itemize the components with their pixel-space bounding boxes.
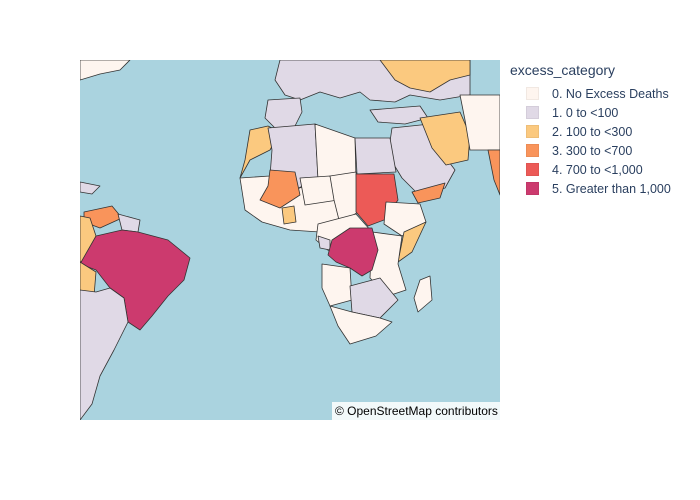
region-turkey[interactable] bbox=[369, 105, 429, 125]
legend-item[interactable]: 1. 0 to <100 bbox=[510, 103, 671, 122]
region-iberia[interactable] bbox=[264, 97, 303, 129]
legend-item[interactable]: 0. No Excess Deaths bbox=[510, 84, 671, 103]
region-caribbean[interactable] bbox=[80, 181, 101, 195]
region-yemen[interactable] bbox=[411, 182, 446, 204]
region-central-asia[interactable] bbox=[459, 94, 500, 151]
legend-items: 0. No Excess Deaths 1. 0 to <100 2. 100 to… bbox=[510, 84, 671, 198]
legend-swatch bbox=[526, 144, 539, 157]
legend-swatch bbox=[526, 125, 539, 138]
region-zambia-mozambique[interactable] bbox=[349, 277, 399, 319]
legend-item[interactable]: 4. 700 to <1,000 bbox=[510, 160, 671, 179]
legend-item-label: 2. 100 to <300 bbox=[552, 124, 633, 139]
map-attribution[interactable]: © OpenStreetMap contributors bbox=[332, 402, 502, 420]
region-egypt[interactable] bbox=[354, 137, 397, 175]
legend-item-label: 0. No Excess Deaths bbox=[552, 86, 669, 101]
legend-swatch bbox=[526, 163, 539, 176]
legend-item-label: 3. 300 to <700 bbox=[552, 143, 633, 158]
region-drc[interactable] bbox=[327, 227, 379, 277]
region-brazil[interactable] bbox=[80, 229, 191, 331]
region-southern-cone[interactable] bbox=[80, 287, 129, 420]
legend-swatch bbox=[526, 87, 539, 100]
region-north-atlantic-land[interactable] bbox=[80, 60, 131, 81]
region-india[interactable] bbox=[487, 149, 500, 196]
legend-item-label: 1. 0 to <100 bbox=[552, 105, 619, 120]
legend-item-label: 4. 700 to <1,000 bbox=[552, 162, 643, 177]
region-burkina[interactable] bbox=[281, 205, 297, 225]
region-madagascar[interactable] bbox=[413, 275, 433, 313]
map-legend: excess_category 0. No Excess Deaths 1. 0 … bbox=[510, 62, 671, 198]
legend-swatch bbox=[526, 182, 539, 195]
region-mali[interactable] bbox=[259, 169, 301, 209]
region-angola[interactable] bbox=[321, 263, 353, 307]
region-iran[interactable] bbox=[419, 111, 471, 166]
legend-item[interactable]: 5. Greater than 1,000 bbox=[510, 179, 671, 198]
legend-swatch bbox=[526, 106, 539, 119]
legend-item[interactable]: 3. 300 to <700 bbox=[510, 141, 671, 160]
region-russia-east[interactable] bbox=[379, 60, 471, 93]
region-south-africa[interactable] bbox=[329, 305, 393, 345]
legend-title: excess_category bbox=[510, 62, 616, 78]
legend-item[interactable]: 2. 100 to <300 bbox=[510, 122, 671, 141]
legend-item-label: 5. Greater than 1,000 bbox=[552, 181, 671, 196]
